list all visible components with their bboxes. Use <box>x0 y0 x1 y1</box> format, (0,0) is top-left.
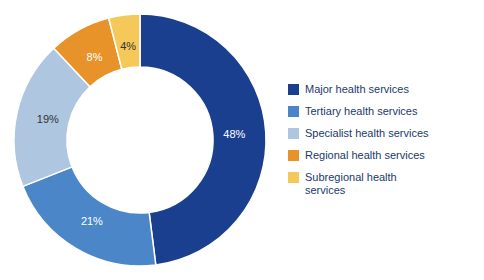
html-text:Specialist health services: Specialist health services <box>305 127 429 139</box>
svg-text:19%: 19% <box>37 113 59 125</box>
svg-text:4%: 4% <box>120 40 136 52</box>
html-text:Tertiary health services: Tertiary health services <box>305 105 418 117</box>
svg-text:21%: 21% <box>81 215 103 227</box>
svg-text:8%: 8% <box>87 51 103 63</box>
html-text:Subregional health services: Subregional health services <box>305 171 397 196</box>
html-text:Major health services: Major health services <box>305 83 409 95</box>
svg-text:48%: 48% <box>223 128 245 140</box>
html-text:Regional health services: Regional health services <box>305 149 425 161</box>
